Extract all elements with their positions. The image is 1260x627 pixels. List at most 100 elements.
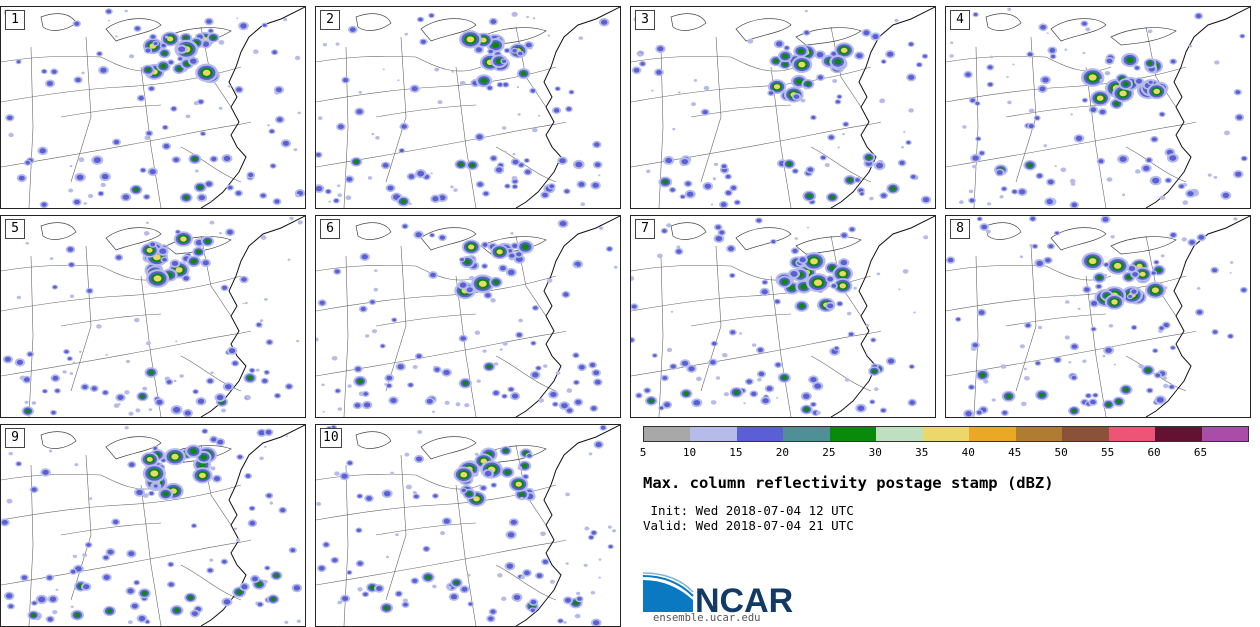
colorbar-swatch [1108,427,1156,441]
reflectivity-cell [108,19,111,22]
reflectivity-cell [1228,334,1233,338]
reflectivity-cell [1195,13,1202,19]
reflectivity-cell [266,493,272,498]
reflectivity-cell [79,350,82,353]
reflectivity-cell [1055,231,1059,235]
reflectivity-cell [24,400,29,404]
reflectivity-cell [987,202,992,206]
reflectivity-cell [399,149,404,153]
reflectivity-cell [450,185,454,189]
reflectivity-cell [512,48,517,53]
reflectivity-cell [434,67,440,72]
reflectivity-cell [1123,387,1129,392]
reflectivity-cell [72,361,76,364]
reflectivity-cell [766,386,773,391]
reflectivity-cell [1143,165,1150,171]
reflectivity-cell [408,202,412,205]
member-number-label: 5 [5,219,25,239]
reflectivity-cell [1093,393,1098,397]
reflectivity-cell [1229,272,1232,274]
reflectivity-cell [529,46,533,50]
reflectivity-cell [289,216,294,221]
reflectivity-cell [972,343,978,348]
reflectivity-cell [184,410,191,416]
reflectivity-cell [757,347,763,353]
reflectivity-cell [1163,323,1169,328]
reflectivity-cell [335,42,340,46]
reflectivity-cell [509,253,515,258]
reflectivity-cell [1055,357,1061,362]
reflectivity-cell [1235,90,1241,95]
reflectivity-cell [1099,109,1106,115]
reflectivity-cell [843,122,848,126]
reflectivity-cell [876,162,884,169]
reflectivity-cell [566,388,573,393]
reflectivity-cell [345,195,352,200]
colorbar-tick: 50 [1054,446,1068,459]
reflectivity-cell [1019,344,1025,349]
reflectivity-cell [106,608,113,614]
reflectivity-cell [341,473,348,479]
reflectivity-cell [366,496,372,501]
reflectivity-cell [607,247,612,251]
reflectivity-cell [518,318,523,323]
reflectivity-cell [64,350,69,354]
reflectivity-cell [187,595,194,600]
reflectivity-cell [103,555,109,560]
reflectivity-cell [273,573,279,578]
reflectivity-cell [1114,262,1122,269]
reflectivity-cell [1000,364,1007,369]
reflectivity-cell [722,353,728,358]
reflectivity-cell [837,146,840,149]
reflectivity-cell [156,399,163,405]
reflectivity-cell [145,48,151,53]
reflectivity-cell [296,339,300,343]
reflectivity-cell [81,71,85,75]
reflectivity-cell [1027,163,1033,168]
reflectivity-cell [781,279,788,285]
reflectivity-cell [1111,299,1118,305]
reflectivity-cell [1082,51,1086,55]
reflectivity-cell [510,232,514,235]
reflectivity-cell [1181,237,1187,242]
reflectivity-cell [357,561,363,566]
reflectivity-cell [202,260,209,266]
reflectivity-cell [662,376,668,380]
reflectivity-cell [6,498,13,504]
reflectivity-cell [267,340,272,345]
reflectivity-cell [950,41,954,44]
reflectivity-cell [349,27,356,32]
reflectivity-cell [975,102,980,105]
reflectivity-cell [598,174,601,177]
reflectivity-cell [555,87,560,91]
reflectivity-cell [146,131,152,136]
valid-time: Valid: Wed 2018-07-04 21 UTC [643,518,854,533]
reflectivity-cell [128,551,135,557]
reflectivity-cell [1091,327,1096,331]
reflectivity-cell [584,526,590,531]
reflectivity-map [946,216,1250,417]
reflectivity-cell [746,379,752,384]
reflectivity-cell [837,302,842,306]
reflectivity-cell [148,408,153,411]
reflectivity-cell [677,91,681,94]
reflectivity-cell [250,506,255,510]
reflectivity-cell [790,271,798,277]
state-boundary [700,245,722,392]
colorbar-tick: 40 [961,446,975,459]
reflectivity-cell [1189,240,1195,245]
state-boundary [375,313,477,327]
reflectivity-cell [124,390,130,395]
reflectivity-cell [128,411,134,416]
reflectivity-cell [908,108,914,113]
reflectivity-cell [1135,169,1141,174]
state-boundary [316,275,557,312]
reflectivity-cell [515,256,523,262]
reflectivity-cell [715,376,721,380]
reflectivity-cell [408,383,413,387]
reflectivity-cell [149,169,156,175]
reflectivity-cell [1012,63,1015,66]
reflectivity-cell [563,292,569,297]
reflectivity-cell [386,375,393,381]
reflectivity-cell [39,148,46,154]
